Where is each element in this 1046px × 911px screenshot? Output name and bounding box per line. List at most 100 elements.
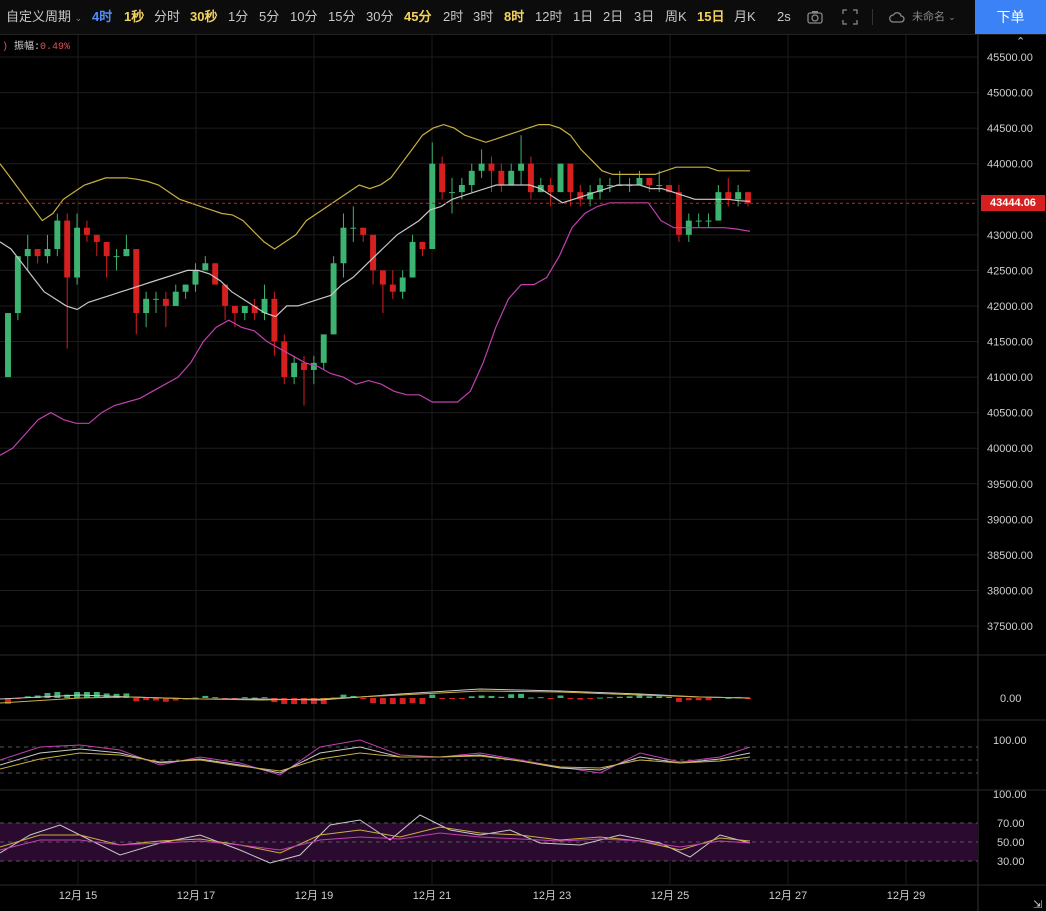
period-tab-19[interactable]: 月K [734,9,756,24]
price-tick-label: 45000.00 [987,88,1033,100]
period-tab-5[interactable]: 5分 [259,9,280,24]
candle-body [547,185,554,193]
macd-bar [666,697,673,698]
candle-body [143,298,150,314]
kdj-d-line [0,752,751,772]
candle-body [64,220,71,278]
macd-bar [725,697,732,699]
candle-body [508,170,515,186]
x-tick-label: 12月 17 [177,890,216,902]
candle-body [577,192,584,200]
boll-mid-line [0,184,751,318]
macd-bar [695,698,702,701]
macd-bar [340,694,347,698]
period-tab-18[interactable]: 15日 [697,9,725,24]
period-tab-10[interactable]: 2时 [443,9,464,24]
order-button[interactable]: 下单 [975,0,1046,34]
candle-body [301,362,307,370]
candle-body [202,263,209,271]
candle-body [419,241,426,250]
macd-bar [310,698,317,704]
period-tab-2[interactable]: 分时 [154,9,181,24]
chart-canvas[interactable]: 45500.0045000.0044500.0044000.0043500.00… [0,35,1046,911]
candle-body [271,298,278,342]
macd-bar [577,698,584,700]
candle-body [340,227,347,264]
macd-bar [429,694,436,698]
macd-bar [616,696,623,698]
refresh-interval[interactable]: 2s [777,9,791,24]
macd-bar [527,697,534,699]
toolbar-divider [872,9,873,25]
macd-bar [646,696,653,698]
period-tab-6[interactable]: 10分 [290,9,318,24]
candle-body [93,234,100,242]
price-tick-label: 38000.00 [987,585,1033,597]
layout-name-dropdown[interactable]: 未命名 ⌄ [912,0,956,34]
candle-body [291,362,298,378]
price-tick-label: 42500.00 [987,265,1033,277]
x-tick-label: 12月 21 [413,890,452,902]
candle-body [231,305,238,314]
candle-body [182,284,189,292]
macd-bar [113,693,120,698]
candle-body [675,192,682,235]
period-tab-15[interactable]: 2日 [603,9,624,24]
candle-body [725,192,732,200]
macd-bar [449,698,455,699]
period-tab-9[interactable]: 45分 [404,9,432,24]
kdj-j-line [0,739,751,776]
last-price-tag: 43444.06 [981,195,1045,211]
period-tab-4[interactable]: 1分 [228,9,249,24]
period-tab-16[interactable]: 3日 [634,9,655,24]
macd-bar [656,696,663,698]
corner-settings-icon: ⇲ [1033,899,1042,911]
period-tab-13[interactable]: 12时 [535,9,563,24]
paren: ) [2,42,9,53]
candle-body [74,227,81,278]
candle-body [320,334,327,363]
macd-bar [261,697,268,699]
price-tick-label: 38500.00 [987,550,1033,562]
period-tab-8[interactable]: 30分 [366,9,394,24]
period-tab-14[interactable]: 1日 [573,9,594,24]
period-tab-7[interactable]: 15分 [328,9,356,24]
period-tab-12[interactable]: 8时 [504,9,525,24]
candle-body [212,263,219,285]
macd-bar [626,696,633,698]
candle-body [705,220,712,222]
macd-bar [705,698,712,701]
macd-bar [5,698,11,704]
macd-bar [162,698,169,702]
candle-body [449,192,455,194]
macd-bar [93,692,100,698]
macd-bar [419,698,426,704]
macd-bar [458,698,465,699]
candle-body [5,313,11,378]
rsi-line-1 [0,814,751,864]
candle-body [44,249,51,257]
period-tab-3[interactable]: 30秒 [190,9,218,24]
macd-bar [379,698,386,704]
candle-body [745,192,751,204]
period-tab-11[interactable]: 3时 [473,9,494,24]
custom-period-dropdown[interactable]: 自定义周期 ⌄ [6,0,82,34]
macd-bar [508,694,515,698]
price-tick-label: 40500.00 [987,408,1033,420]
macd-bar [636,695,643,698]
macd-bar [212,697,219,699]
candle-body [439,163,446,193]
candle-body [399,277,406,292]
candle-body [310,362,317,370]
candle-body [251,305,258,314]
period-tab-0[interactable]: 4时 [92,9,113,24]
cloud-icon [889,12,905,23]
macd-bar [291,698,298,704]
macd-bar [498,696,505,698]
candle-body [379,270,386,285]
camera-icon[interactable] [806,8,824,26]
fullscreen-icon[interactable] [841,8,859,26]
candle-body [557,163,564,193]
period-tab-17[interactable]: 周K [665,9,687,24]
period-tab-1[interactable]: 1秒 [124,9,145,24]
